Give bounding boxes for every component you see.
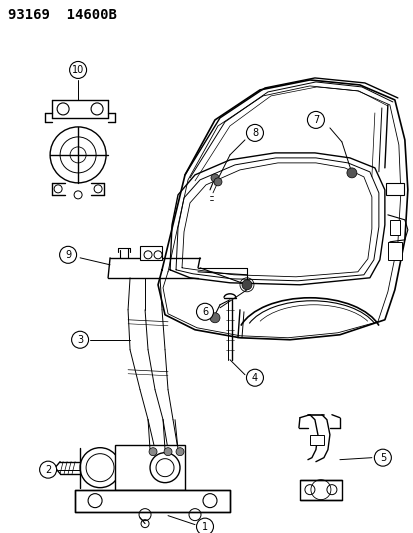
Bar xyxy=(115,445,185,490)
Circle shape xyxy=(214,178,221,186)
Circle shape xyxy=(71,332,88,348)
Bar xyxy=(75,490,230,512)
Text: 10: 10 xyxy=(72,65,84,75)
Bar xyxy=(389,220,399,235)
Text: 93169  14600B: 93169 14600B xyxy=(8,8,117,22)
Bar xyxy=(299,480,341,499)
Circle shape xyxy=(246,369,263,386)
Circle shape xyxy=(241,280,252,290)
Text: 7: 7 xyxy=(312,115,318,125)
Text: 8: 8 xyxy=(251,128,257,138)
Circle shape xyxy=(346,168,356,178)
Bar xyxy=(385,183,403,195)
Circle shape xyxy=(164,448,172,456)
Circle shape xyxy=(59,246,76,263)
Circle shape xyxy=(40,461,57,478)
Bar xyxy=(387,242,401,260)
Text: 1: 1 xyxy=(202,522,208,531)
Circle shape xyxy=(209,313,219,323)
Circle shape xyxy=(196,303,213,320)
Bar xyxy=(309,435,323,445)
Circle shape xyxy=(196,518,213,533)
Text: 6: 6 xyxy=(202,307,208,317)
Circle shape xyxy=(373,449,390,466)
Circle shape xyxy=(246,124,263,141)
Text: 2: 2 xyxy=(45,465,51,475)
Text: 4: 4 xyxy=(251,373,257,383)
Text: 9: 9 xyxy=(65,250,71,260)
Circle shape xyxy=(307,111,324,128)
Circle shape xyxy=(176,448,183,456)
Circle shape xyxy=(149,448,157,456)
Circle shape xyxy=(69,61,86,78)
Bar xyxy=(140,246,161,260)
Text: 5: 5 xyxy=(379,453,385,463)
Circle shape xyxy=(211,174,218,182)
Text: 3: 3 xyxy=(77,335,83,345)
